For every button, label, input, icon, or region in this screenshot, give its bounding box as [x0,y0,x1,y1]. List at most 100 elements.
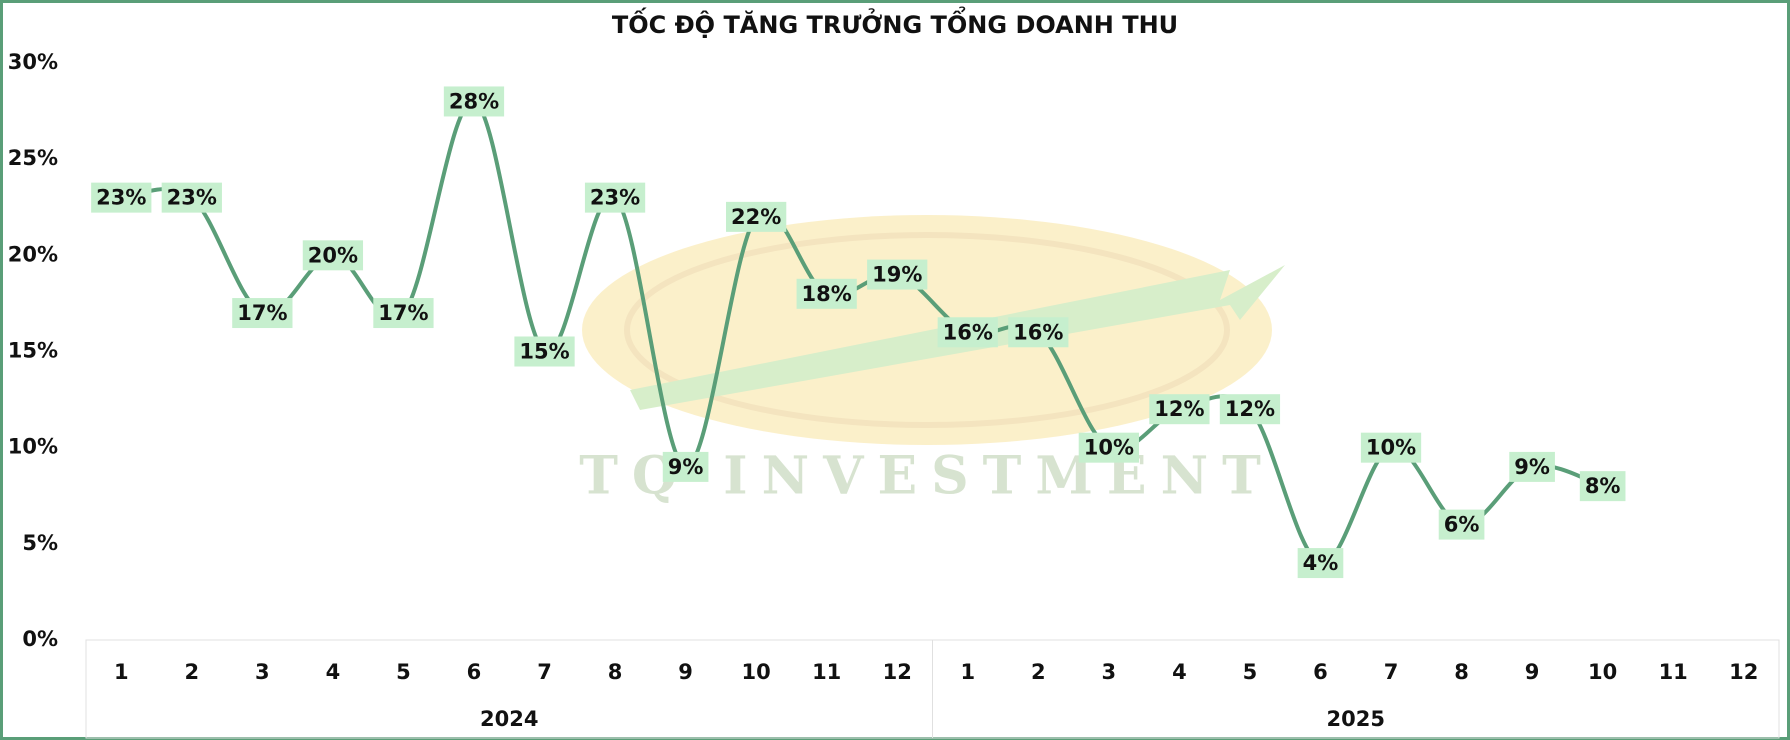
x-tick-label: 5 [396,660,411,684]
data-label-box [1078,432,1139,463]
data-label: 17% [232,298,293,329]
data-label: 9% [1509,451,1555,482]
data-label-box [796,278,857,309]
data-label-box [373,298,434,329]
data-label: 8% [1579,471,1626,502]
x-tick-label: 1 [960,660,975,684]
data-label-box [1509,451,1555,482]
data-label-text: 15% [519,340,569,364]
data-label-text: 16% [1013,320,1063,344]
data-label: 23% [161,182,222,213]
data-label-text: 10% [1084,436,1134,460]
group-label: 2024 [480,707,538,731]
x-tick-label: 1 [114,660,129,684]
data-label: 4% [1297,548,1344,579]
data-label-box [662,451,709,482]
x-tick-label: 4 [1172,660,1187,684]
data-label-box [726,201,787,232]
data-label: 16% [937,317,998,348]
data-label: 12% [1149,394,1210,425]
data-label-text: 23% [96,186,146,210]
data-label: 20% [302,240,364,271]
data-label-text: 22% [731,205,781,229]
data-label-box [1149,394,1210,425]
x-tick-label: 4 [326,660,341,684]
data-label-box [937,317,998,348]
data-label: 17% [373,298,434,329]
data-label: 10% [1078,432,1139,463]
data-label: 10% [1360,432,1422,463]
y-tick-label: 0% [22,627,58,651]
data-label: 28% [443,86,505,117]
data-label-box [1579,471,1626,502]
x-tick-label: 10 [742,660,771,684]
data-label-text: 23% [167,186,217,210]
data-label: 6% [1438,509,1485,540]
data-label-box [514,336,575,367]
x-tick-label: 8 [608,660,623,684]
data-label: 12% [1219,394,1281,425]
data-label-box [161,182,222,213]
data-label-box [1297,548,1344,579]
data-label-box [1360,432,1422,463]
data-label-box [302,240,364,271]
data-label-box [232,298,293,329]
data-label: 19% [867,259,928,290]
data-label: 16% [1008,317,1069,348]
data-label-text: 20% [308,243,358,267]
x-tick-label: 2 [185,660,200,684]
data-label-text: 6% [1444,513,1480,537]
y-tick-label: 30% [8,50,58,74]
y-tick-label: 10% [8,435,58,459]
data-label-text: 16% [943,320,993,344]
y-tick-label: 20% [8,242,58,266]
x-tick-label: 9 [678,660,693,684]
data-label: 23% [584,182,646,213]
group-label: 2025 [1327,707,1385,731]
data-label-text: 8% [1585,474,1621,498]
y-tick-label: 15% [8,339,58,363]
x-tick-label: 5 [1243,660,1258,684]
data-label-box [1438,509,1485,540]
data-label-text: 19% [872,263,922,287]
data-label-box [867,259,928,290]
x-tick-label: 12 [883,660,912,684]
x-tick-label: 7 [1384,660,1399,684]
x-tick-label: 7 [537,660,552,684]
data-label-text: 9% [668,455,704,479]
data-label: 9% [662,451,709,482]
x-tick-label: 11 [1659,660,1688,684]
data-label: 23% [91,182,152,213]
data-label-box [443,86,505,117]
data-label-text: 17% [378,301,428,325]
x-tick-label: 10 [1588,660,1617,684]
x-tick-label: 12 [1729,660,1758,684]
data-label: 18% [796,278,857,309]
data-label-text: 12% [1154,397,1204,421]
y-tick-label: 5% [22,531,58,555]
watermark-logo: TQ INVESTMENT [579,215,1285,507]
data-label-text: 17% [237,301,287,325]
x-tick-label: 8 [1454,660,1469,684]
data-label-box [1219,394,1281,425]
data-label-text: 9% [1514,455,1550,479]
x-tick-label: 2 [1031,660,1046,684]
data-label-text: 12% [1225,397,1275,421]
data-label-box [584,182,646,213]
y-tick-label: 25% [8,146,58,170]
data-label-box [91,182,152,213]
x-tick-label: 3 [255,660,270,684]
x-tick-label: 6 [467,660,482,684]
data-label-text: 4% [1303,551,1339,575]
data-label-text: 23% [590,186,640,210]
data-label: 15% [514,336,575,367]
watermark-ring [624,232,1230,428]
data-label: 22% [726,201,787,232]
data-label-box [1008,317,1069,348]
x-tick-label: 9 [1525,660,1540,684]
data-label-text: 28% [449,89,499,113]
watermark-coin [582,215,1272,445]
data-label-text: 18% [802,282,852,306]
